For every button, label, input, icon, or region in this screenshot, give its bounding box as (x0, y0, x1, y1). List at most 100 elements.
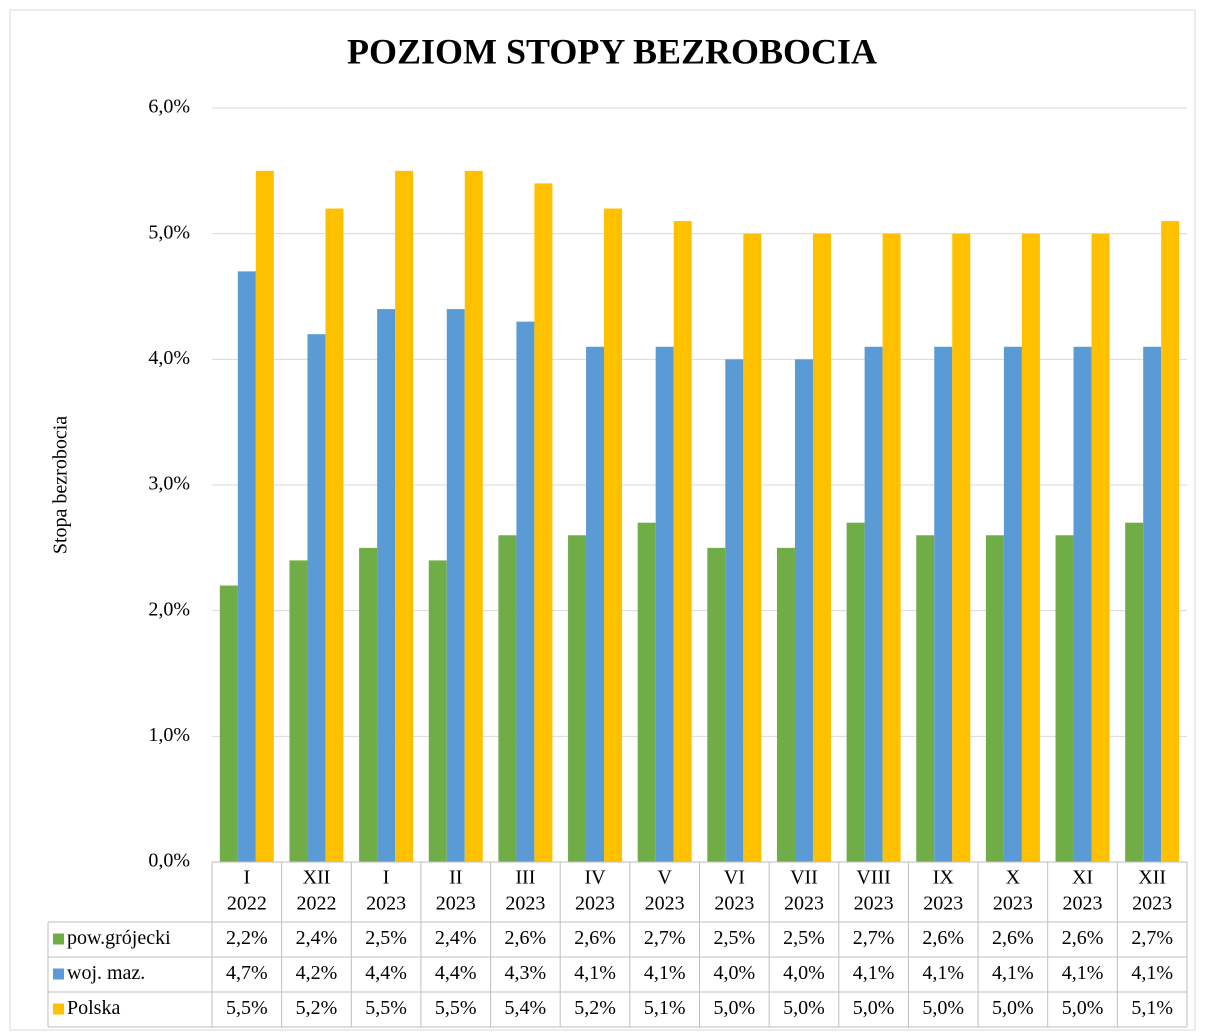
bar (446, 309, 465, 863)
bar (655, 346, 674, 862)
bar (934, 346, 953, 862)
x-tick-label: VII (790, 867, 818, 889)
bar (325, 208, 344, 863)
data-label: 2,5% (713, 927, 755, 949)
data-label: 4,2% (296, 962, 338, 984)
bar (1091, 233, 1110, 862)
data-label: 4,0% (783, 962, 825, 984)
data-label: 5,0% (922, 997, 964, 1019)
bar (289, 560, 308, 862)
x-tick-label: XII (1138, 867, 1166, 889)
x-tick-label: III (515, 867, 535, 889)
bar (743, 233, 762, 862)
data-label: 5,0% (992, 997, 1034, 1019)
y-tick-label: 0,0% (148, 850, 190, 872)
bar (1073, 346, 1092, 862)
bar (516, 321, 535, 863)
bar (1021, 233, 1040, 862)
bar (534, 183, 553, 862)
data-label: 4,1% (922, 962, 964, 984)
bar (952, 233, 971, 862)
x-tick-label: 2023 (505, 893, 545, 915)
y-axis-label: Stopa bezrobocia (50, 416, 72, 554)
y-tick-label: 4,0% (148, 347, 190, 369)
x-tick-label: 2023 (645, 893, 685, 915)
y-tick-label: 6,0% (148, 96, 190, 118)
bar (237, 271, 256, 862)
data-label: 2,7% (644, 927, 686, 949)
bar (916, 535, 935, 862)
legend-key (53, 968, 64, 980)
x-tick-label: 2023 (993, 893, 1033, 915)
data-label: 5,5% (226, 997, 268, 1019)
x-tick-label: I (383, 867, 390, 889)
data-label: 4,1% (1131, 962, 1173, 984)
x-tick-label: XII (303, 867, 331, 889)
x-tick-label: 2023 (1063, 893, 1103, 915)
data-label: 4,1% (992, 962, 1034, 984)
bar (637, 522, 656, 862)
x-tick-label: 2022 (227, 893, 267, 915)
legend-key (53, 933, 64, 945)
x-tick-label: I (243, 867, 250, 889)
x-tick-label: 2023 (714, 893, 754, 915)
y-tick-label: 5,0% (148, 221, 190, 243)
x-tick-label: 2023 (784, 893, 824, 915)
x-tick-label: IX (933, 867, 955, 889)
data-label: 2,6% (1062, 927, 1104, 949)
y-tick-label: 1,0% (148, 724, 190, 746)
bar (985, 535, 1004, 862)
bar (586, 346, 605, 862)
legend-label: Polska (67, 997, 120, 1019)
bar (812, 233, 831, 862)
y-tick-label: 3,0% (148, 473, 190, 495)
data-label: 4,4% (365, 962, 407, 984)
data-label: 4,1% (1062, 962, 1104, 984)
bar (568, 535, 587, 862)
bar (1003, 346, 1022, 862)
x-tick-label: 2023 (923, 893, 963, 915)
bar (255, 170, 274, 863)
data-label: 2,6% (992, 927, 1034, 949)
x-tick-label: VIII (856, 867, 890, 889)
data-label: 5,2% (296, 997, 338, 1019)
data-label: 4,4% (435, 962, 477, 984)
x-tick-label: V (657, 867, 672, 889)
data-label: 5,0% (783, 997, 825, 1019)
bar (1143, 346, 1162, 862)
data-label: 2,4% (296, 927, 338, 949)
data-label: 4,1% (574, 962, 616, 984)
legend-label: woj. maz. (67, 962, 145, 984)
data-label: 5,0% (713, 997, 755, 1019)
bar (864, 346, 883, 862)
data-label: 2,7% (853, 927, 895, 949)
data-label: 2,6% (574, 927, 616, 949)
x-tick-label: II (449, 867, 462, 889)
x-tick-label: 2023 (436, 893, 476, 915)
legend-label: pow.grójecki (67, 927, 171, 949)
bar (219, 585, 238, 862)
bar (882, 233, 901, 862)
bar (428, 560, 447, 862)
x-tick-label: XI (1072, 867, 1093, 889)
bar (707, 547, 726, 862)
data-label: 2,7% (1131, 927, 1173, 949)
bar (1125, 522, 1144, 862)
data-label: 2,5% (365, 927, 407, 949)
bar (846, 522, 865, 862)
data-label: 2,2% (226, 927, 268, 949)
data-label: 5,0% (1062, 997, 1104, 1019)
x-tick-label: 2023 (366, 893, 406, 915)
data-label: 2,6% (922, 927, 964, 949)
data-label: 2,5% (783, 927, 825, 949)
bar (604, 208, 623, 863)
data-label: 4,1% (644, 962, 686, 984)
x-tick-label: VI (724, 867, 745, 889)
bar (776, 547, 795, 862)
bar (673, 221, 692, 863)
x-tick-label: IV (584, 867, 606, 889)
chart-title: POZIOM STOPY BEZROBOCIA (347, 31, 877, 71)
legend-key (53, 1003, 64, 1015)
data-label: 4,1% (853, 962, 895, 984)
